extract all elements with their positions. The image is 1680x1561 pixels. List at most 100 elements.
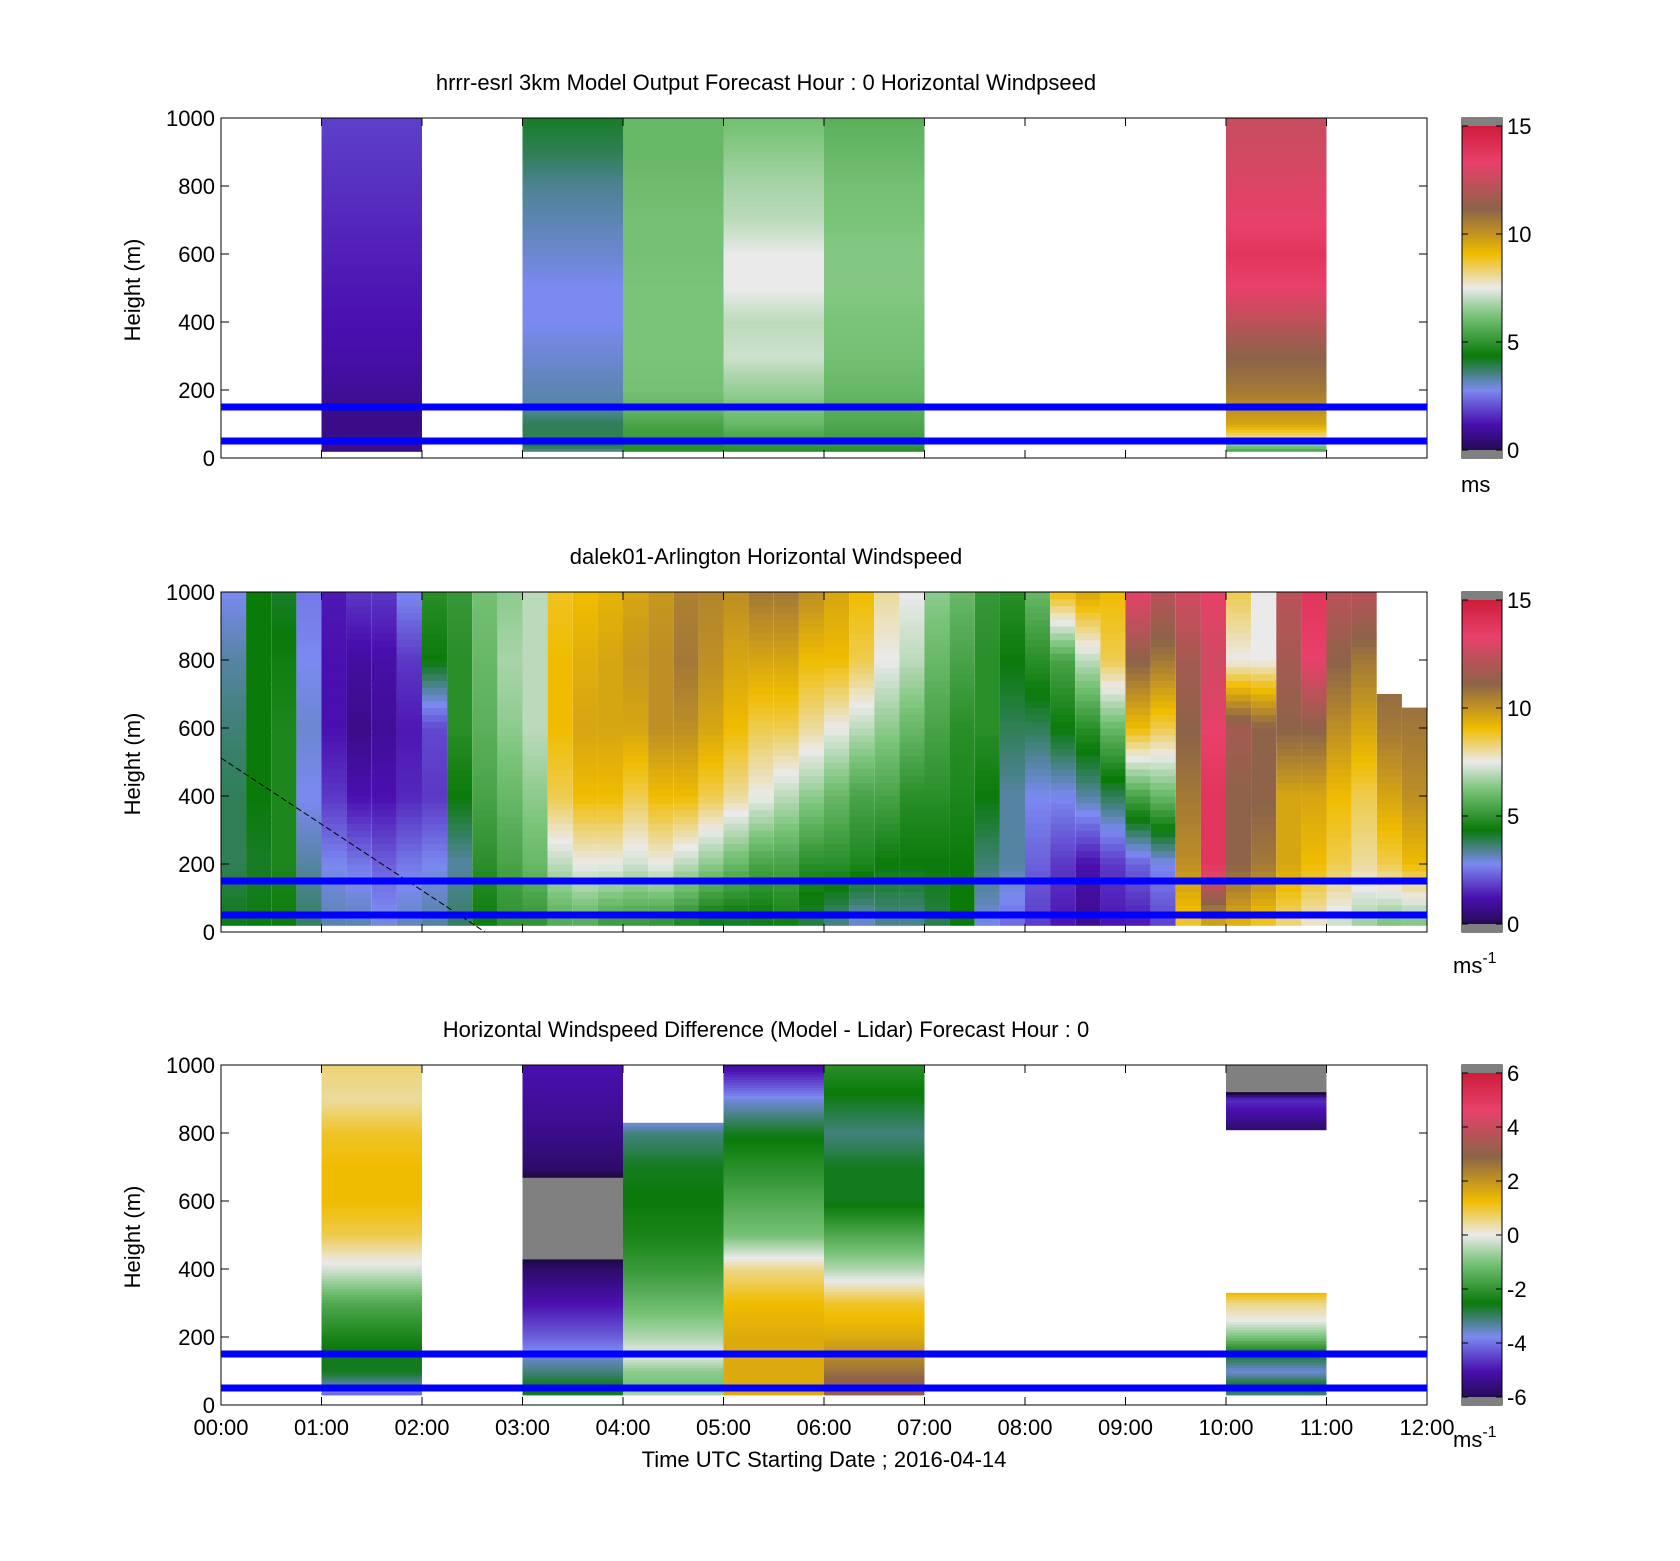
- heatmap-cell: [321, 1204, 422, 1208]
- heatmap-cell: [824, 396, 925, 401]
- heatmap-cell: [623, 119, 724, 123]
- heatmap-cell: [723, 1237, 824, 1241]
- heatmap-cell: [1351, 653, 1377, 661]
- heatmap-cell: [522, 1068, 623, 1072]
- heatmap-cell: [723, 857, 749, 865]
- heatmap-cell: [271, 598, 297, 607]
- heatmap-cell: [1075, 660, 1101, 668]
- y-tick-label: 0: [203, 1393, 215, 1418]
- heatmap-cell: [999, 782, 1025, 790]
- heatmap-cell: [723, 816, 749, 824]
- heatmap-cell: [824, 356, 925, 360]
- heatmap-cell: [723, 429, 824, 433]
- heatmap-cell: [1175, 639, 1201, 647]
- heatmap-cell: [723, 290, 824, 294]
- heatmap-cell: [522, 1220, 623, 1224]
- heatmap-cell: [271, 734, 297, 743]
- heatmap-cell: [623, 168, 724, 172]
- heatmap-cell: [899, 870, 925, 879]
- heatmap-cell: [522, 192, 623, 197]
- heatmap-cell: [221, 864, 247, 872]
- heatmap-cell: [346, 734, 372, 743]
- heatmap-cell: [321, 1106, 422, 1110]
- heatmap-cell: [1351, 605, 1377, 613]
- heatmap-cell: [1351, 904, 1377, 913]
- heatmap-cell: [1376, 707, 1402, 715]
- heatmap-cell: [1226, 1086, 1327, 1090]
- heatmap-cell: [597, 605, 623, 613]
- heatmap-cell: [522, 1272, 623, 1276]
- heatmap-cell: [321, 1272, 422, 1276]
- heatmap-cell: [497, 734, 523, 743]
- heatmap-cell: [321, 339, 422, 343]
- heatmap-cell: [321, 1065, 422, 1067]
- heatmap-cell: [321, 143, 422, 148]
- heatmap-cell: [1050, 680, 1076, 688]
- heatmap-cell: [522, 1269, 623, 1273]
- heatmap-cell: [623, 1283, 724, 1287]
- heatmap-cell: [497, 864, 523, 872]
- heatmap-cell: [522, 239, 623, 243]
- heatmap-cell: [522, 1139, 623, 1143]
- heatmap-cell: [723, 721, 749, 729]
- heatmap-cell: [1075, 626, 1101, 634]
- heatmap-cell: [1100, 775, 1126, 783]
- heatmap-cell: [1226, 380, 1327, 384]
- heatmap-cell: [321, 1120, 422, 1124]
- heatmap-cell: [648, 632, 674, 641]
- heatmap-cell: [1226, 1359, 1327, 1363]
- heatmap-cell: [748, 598, 774, 607]
- heatmap-cell: [597, 653, 623, 661]
- heatmap-cell: [899, 898, 925, 906]
- heatmap-cell: [648, 680, 674, 688]
- heatmap-cell: [346, 639, 372, 647]
- heatmap-cell: [1351, 728, 1377, 736]
- heatmap-cell: [1150, 762, 1176, 770]
- heatmap-cell: [1050, 884, 1076, 892]
- heatmap-cell: [522, 721, 548, 729]
- heatmap-cell: [824, 1228, 925, 1233]
- heatmap-cell: [1226, 857, 1252, 865]
- heatmap-cell: [974, 898, 1000, 906]
- heatmap-cell: [824, 632, 850, 641]
- heatmap-cell: [422, 857, 448, 865]
- heatmap-cell: [1226, 241, 1327, 246]
- heatmap-cell: [1251, 870, 1277, 879]
- heatmap-cell: [1150, 864, 1176, 872]
- heatmap-cell: [1276, 728, 1302, 736]
- heatmap-cell: [623, 1169, 724, 1173]
- heatmap-cell: [723, 282, 824, 286]
- heatmap-cell: [447, 687, 473, 695]
- heatmap-cell: [723, 130, 824, 134]
- heatmap-cell: [346, 857, 372, 865]
- heatmap-cell: [597, 680, 623, 688]
- heatmap-cell: [824, 1348, 925, 1352]
- heatmap-cell: [1251, 864, 1277, 872]
- heatmap-cell: [296, 619, 322, 627]
- heatmap-cell: [824, 1177, 925, 1181]
- heatmap-cell: [824, 209, 925, 213]
- heatmap-cell: [1226, 1332, 1327, 1336]
- heatmap-cell: [1226, 1121, 1327, 1125]
- heatmap-cell: [673, 918, 699, 926]
- heatmap-cell: [522, 152, 623, 156]
- heatmap-cell: [422, 870, 448, 879]
- heatmap-cell: [1025, 891, 1051, 899]
- heatmap-cell: [623, 317, 724, 322]
- heatmap-cell: [798, 857, 824, 865]
- heatmap-cell: [1226, 269, 1327, 273]
- heatmap-cell: [723, 632, 749, 641]
- heatmap-cell: [723, 1277, 824, 1282]
- heatmap-cell: [447, 870, 473, 879]
- heatmap-cell: [1351, 707, 1377, 715]
- heatmap-cell: [1025, 809, 1051, 817]
- heatmap-cell: [824, 714, 850, 722]
- heatmap-cell: [472, 762, 498, 770]
- heatmap-cell: [296, 700, 322, 709]
- heatmap-cell: [572, 660, 598, 668]
- heatmap-cell: [824, 728, 850, 736]
- heatmap-cell: [748, 612, 774, 620]
- heatmap-cell: [321, 809, 347, 817]
- heatmap-cell: [522, 312, 623, 316]
